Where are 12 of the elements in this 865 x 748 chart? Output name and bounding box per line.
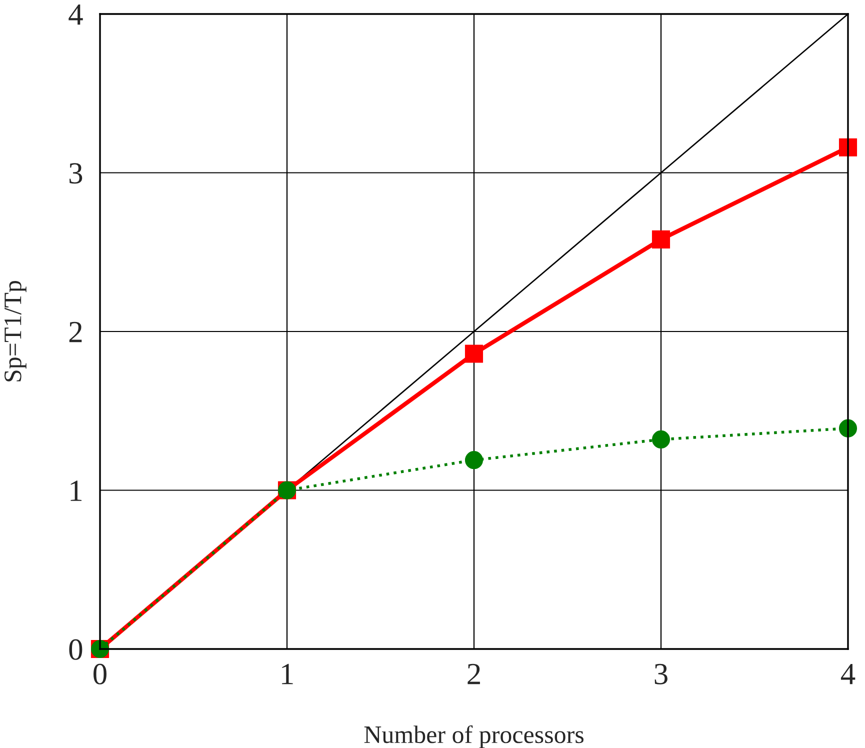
y-tick-label: 3	[70, 163, 82, 184]
y-tick-label: 0	[69, 639, 82, 660]
x-tick-label: 0	[94, 664, 106, 684]
y-tick-label: 1	[70, 480, 82, 501]
y-axis-title: Sp=T1/Tp	[4, 280, 26, 382]
x-tick-label: 2	[468, 664, 480, 684]
y-tick-label: 4	[68, 4, 83, 25]
x-tick-label: 4	[840, 664, 856, 684]
x-tick-label: 1	[282, 664, 293, 684]
x-tick-label: 3	[654, 664, 668, 684]
y-tick-label: 2	[69, 322, 82, 342]
x-axis-title: Number of processors	[364, 725, 584, 748]
